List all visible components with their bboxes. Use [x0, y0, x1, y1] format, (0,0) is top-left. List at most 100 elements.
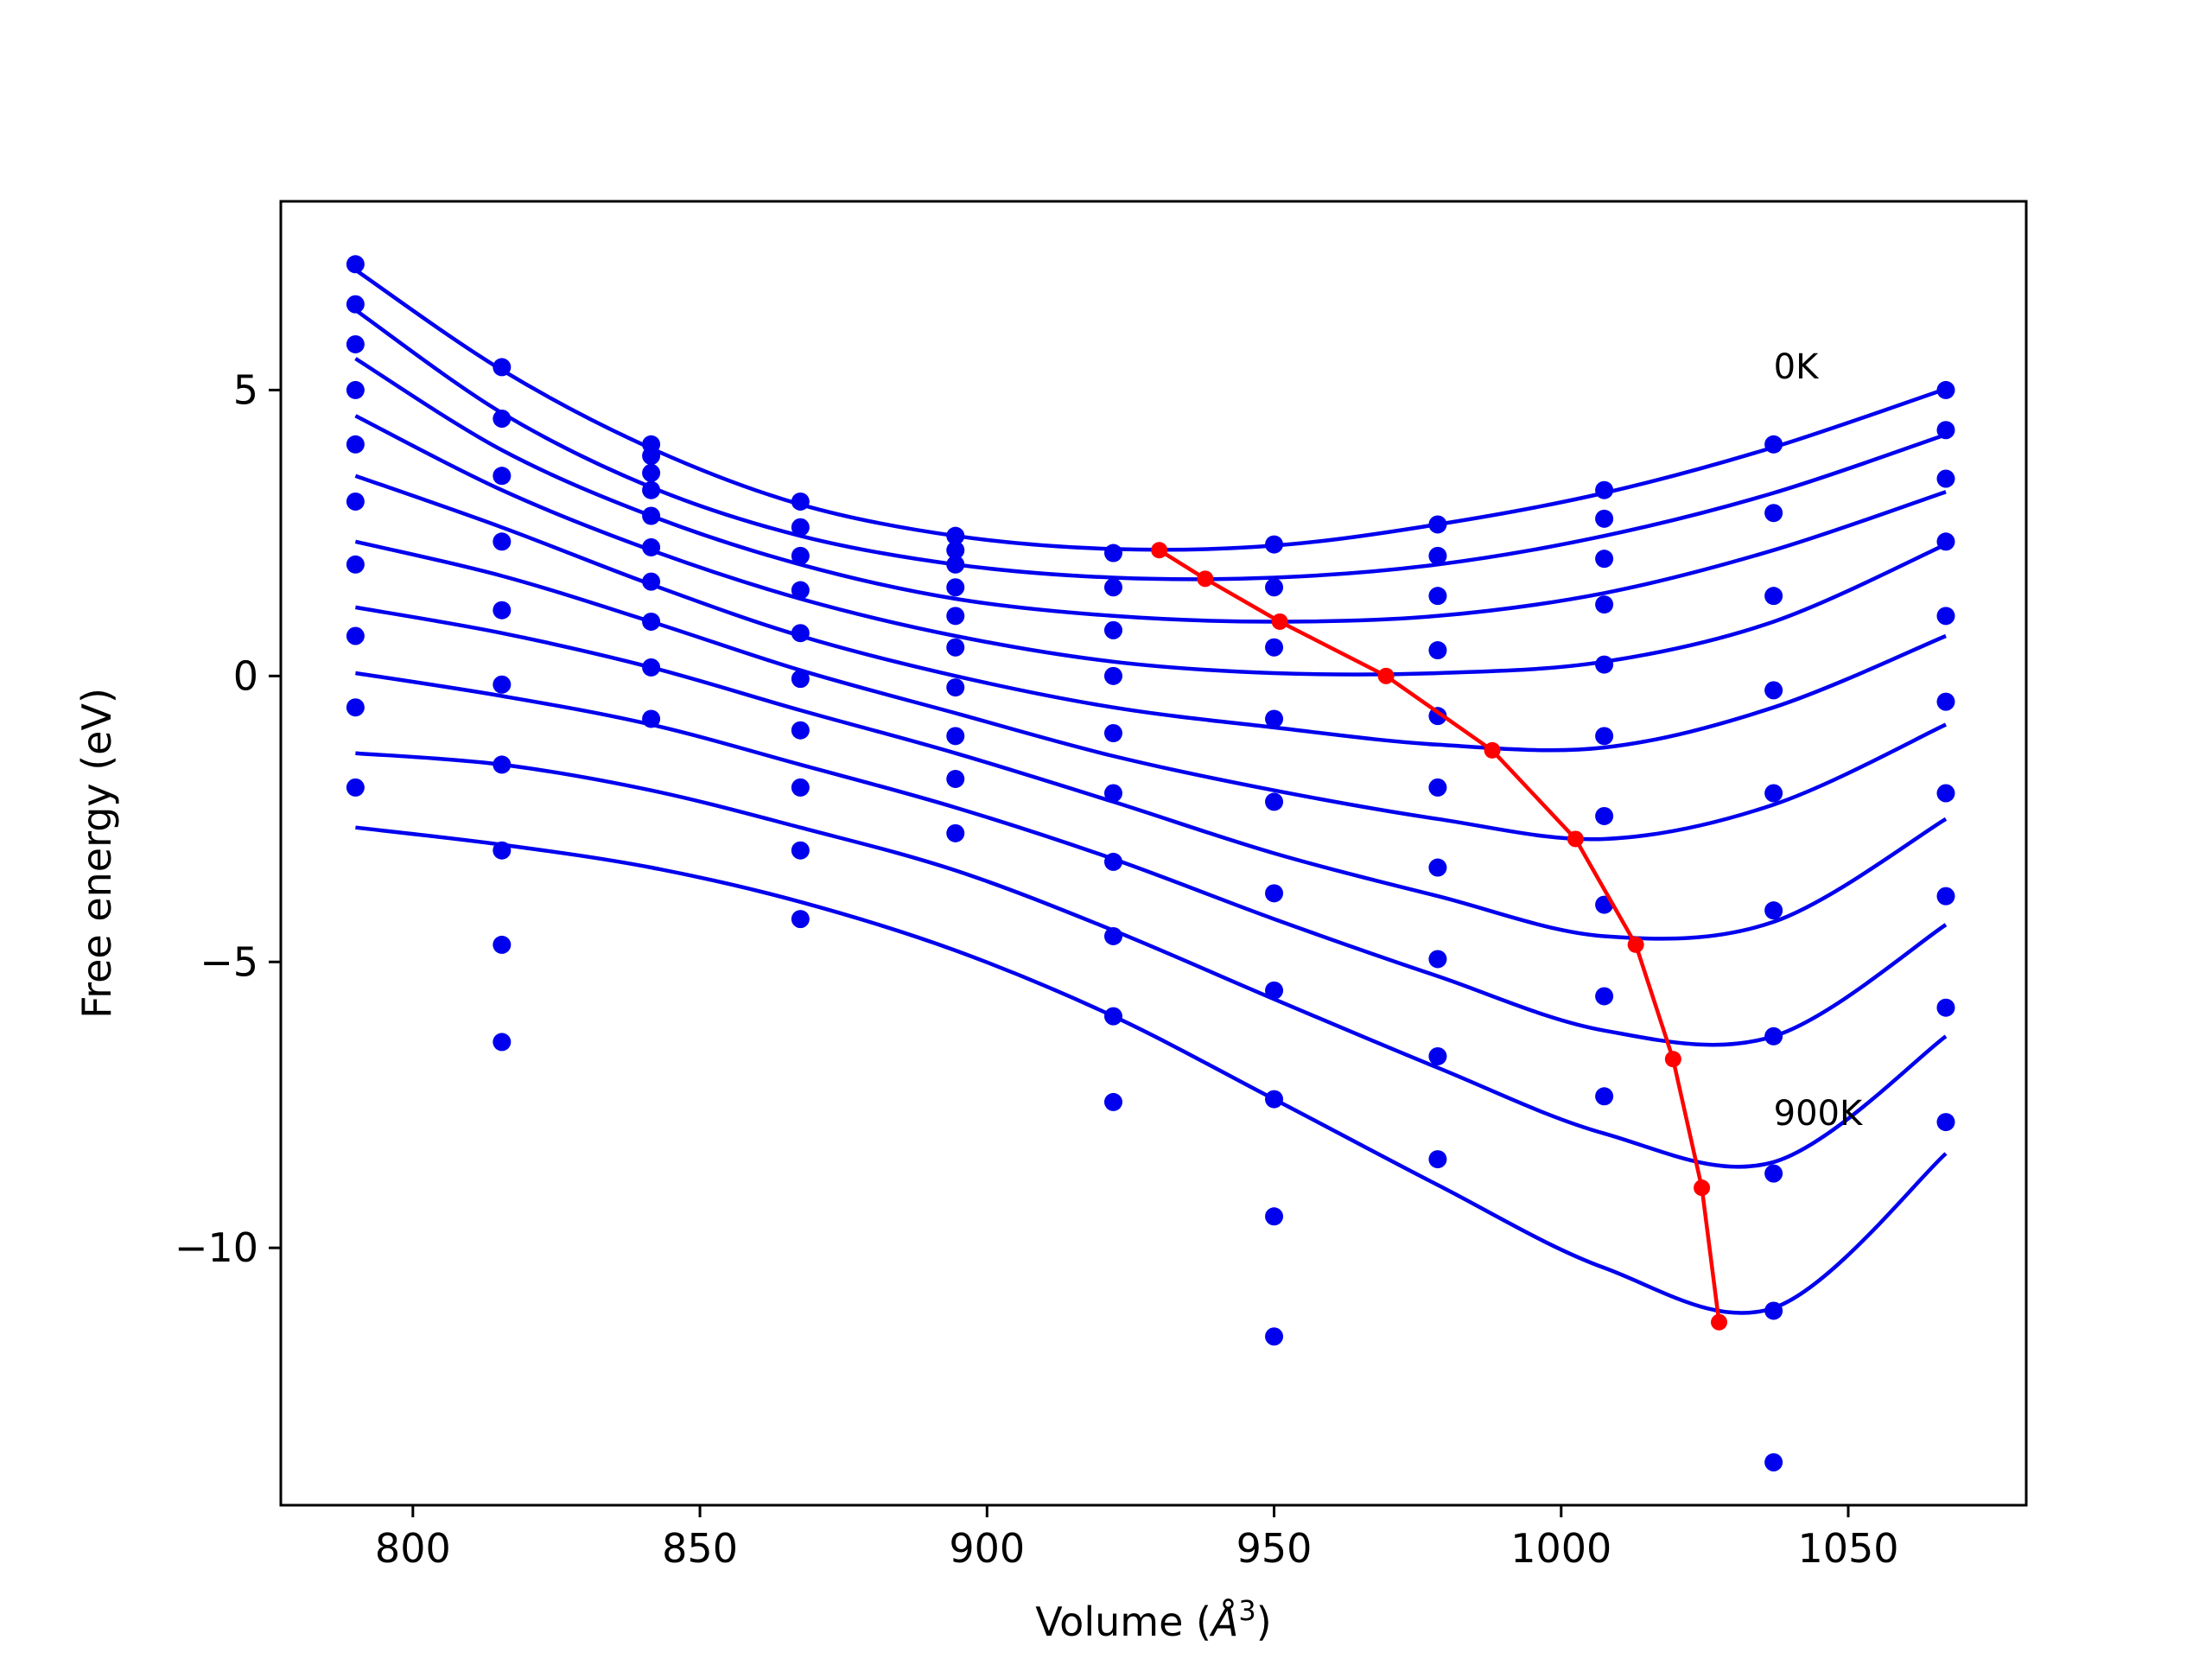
data-point-900K-2 — [642, 709, 661, 728]
data-point-600K-3 — [791, 721, 810, 740]
data-point-500K-10 — [1936, 692, 1955, 711]
data-point-400K-6 — [1265, 792, 1284, 811]
data-point-100K-3 — [791, 518, 810, 537]
data-point-500K-3 — [791, 670, 810, 689]
data-point-600K-6 — [1265, 981, 1284, 1000]
minimum-point-0 — [1151, 542, 1168, 559]
data-points-0K — [346, 255, 1955, 563]
data-point-100K-6 — [1265, 578, 1284, 597]
data-point-700K-9 — [1764, 1164, 1783, 1183]
x-tick-label-800: 800 — [375, 1525, 451, 1572]
data-point-600K-0 — [346, 555, 365, 574]
data-point-500K-8 — [1595, 727, 1614, 746]
data-point-600K-7 — [1428, 858, 1447, 877]
data-point-700K-2 — [642, 612, 661, 631]
data-point-300K-3 — [791, 581, 810, 600]
minimum-point-2 — [1271, 613, 1288, 630]
y-axis-label: Free energy (eV) — [73, 688, 120, 1019]
data-point-800K-9 — [1764, 1301, 1783, 1320]
fit-curve-900K — [355, 825, 1948, 1315]
data-point-500K-6 — [1265, 884, 1284, 903]
data-point-800K-1 — [493, 935, 512, 954]
fit-curve-500K — [354, 539, 1947, 842]
data-point-200K-4 — [946, 555, 965, 574]
data-point-600K-4 — [946, 678, 965, 697]
minimum-point-5 — [1567, 830, 1584, 848]
data-point-100K-2 — [642, 447, 661, 466]
data-point-600K-9 — [1764, 1027, 1783, 1046]
minimum-point-6 — [1627, 936, 1644, 953]
data-point-900K-0 — [346, 778, 365, 797]
data-point-900K-10 — [1936, 1113, 1955, 1132]
data-point-900K-1 — [493, 1033, 512, 1052]
fit-curve-400K — [354, 474, 1947, 753]
data-point-200K-2 — [642, 463, 661, 482]
data-point-100K-9 — [1764, 504, 1783, 523]
data-point-300K-0 — [346, 380, 365, 399]
x-tick-label-900: 900 — [949, 1525, 1025, 1572]
data-point-100K-4 — [946, 541, 965, 560]
data-point-100K-10 — [1936, 421, 1955, 440]
data-point-900K-9 — [1764, 1452, 1783, 1471]
data-point-500K-5 — [1103, 784, 1122, 803]
data-point-0K-3 — [791, 492, 810, 511]
data-point-800K-3 — [791, 841, 810, 860]
data-point-300K-2 — [642, 480, 661, 499]
data-point-700K-6 — [1265, 1090, 1284, 1109]
data-point-300K-6 — [1265, 709, 1284, 728]
data-point-100K-0 — [346, 295, 365, 314]
data-point-300K-4 — [946, 578, 965, 597]
data-point-900K-5 — [1103, 1092, 1122, 1111]
minimum-point-9 — [1711, 1313, 1728, 1331]
plot-frame — [279, 200, 2028, 1507]
data-points-900K — [346, 709, 1955, 1471]
data-point-200K-6 — [1265, 638, 1284, 657]
data-point-400K-1 — [493, 601, 512, 620]
data-point-400K-10 — [1936, 607, 1955, 626]
fit-curve-600K — [355, 605, 1948, 941]
data-point-0K-1 — [493, 358, 512, 377]
data-point-800K-6 — [1265, 1207, 1284, 1226]
data-point-400K-8 — [1595, 655, 1614, 674]
annotations: 0K 900K — [1774, 347, 1864, 1134]
y-tick-label--10: −10 — [175, 1224, 258, 1271]
minimum-point-4 — [1484, 741, 1501, 759]
data-point-100K-1 — [493, 410, 512, 428]
minimum-point-1 — [1197, 570, 1214, 588]
fit-curve-100K — [354, 308, 1947, 582]
data-point-0K-10 — [1936, 380, 1955, 399]
data-point-600K-2 — [642, 572, 661, 591]
x-axis-label-symbol: Å — [1209, 1599, 1238, 1645]
minimum-point-8 — [1694, 1179, 1711, 1197]
data-point-400K-3 — [791, 624, 810, 643]
fit-curve-200K — [354, 357, 1947, 624]
data-point-700K-3 — [791, 778, 810, 797]
data-points-600K — [346, 555, 1955, 1046]
minimum-points — [1151, 542, 1728, 1331]
y-tick-label-5: 5 — [233, 366, 258, 413]
data-point-500K-7 — [1428, 778, 1447, 797]
x-tick-label-950: 950 — [1236, 1525, 1313, 1572]
data-point-300K-10 — [1936, 532, 1955, 551]
plot-content — [346, 255, 1955, 1471]
x-tick-label-1000: 1000 — [1510, 1525, 1611, 1572]
data-point-200K-0 — [346, 334, 365, 353]
data-point-400K-4 — [946, 607, 965, 626]
data-points-800K — [346, 658, 1955, 1320]
data-point-400K-5 — [1103, 724, 1122, 743]
data-point-200K-9 — [1764, 587, 1783, 606]
data-point-800K-10 — [1936, 998, 1955, 1017]
data-point-400K-2 — [642, 506, 661, 525]
data-point-700K-5 — [1103, 926, 1122, 945]
data-point-900K-4 — [946, 823, 965, 842]
data-points-200K — [346, 334, 1955, 657]
data-point-700K-4 — [946, 727, 965, 746]
data-point-0K-8 — [1595, 480, 1614, 499]
data-point-300K-1 — [493, 532, 512, 551]
minimum-line — [1158, 548, 1721, 1323]
fit-curve-800K — [355, 751, 1948, 1169]
data-point-300K-7 — [1428, 641, 1447, 660]
data-point-0K-5 — [1103, 543, 1122, 563]
minimum-point-3 — [1377, 667, 1395, 684]
data-point-800K-5 — [1103, 1007, 1122, 1026]
